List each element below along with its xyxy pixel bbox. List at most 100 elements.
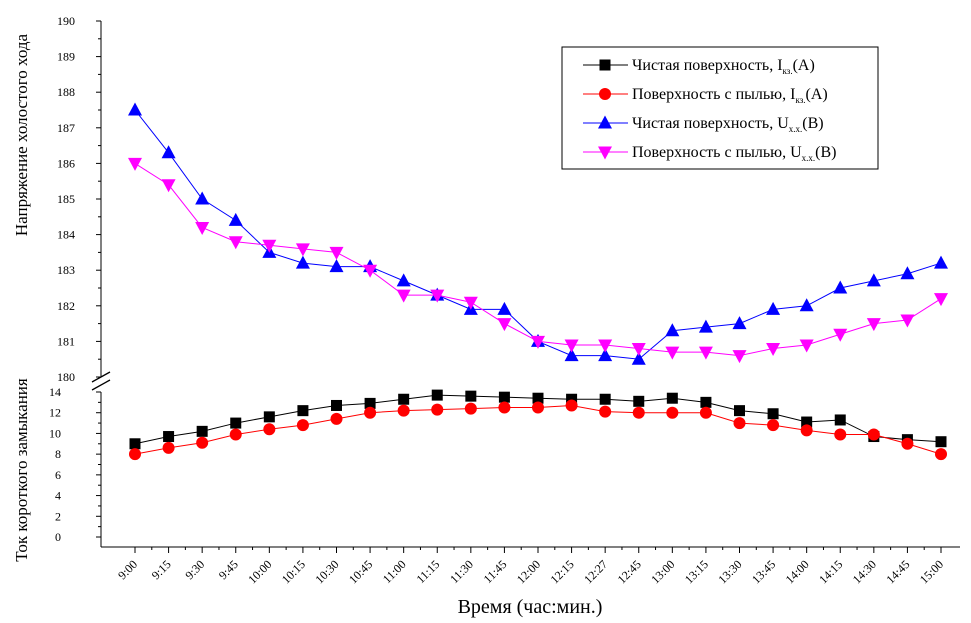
y-axis-title-lower: Ток короткого замыкания bbox=[12, 378, 31, 562]
data-point bbox=[129, 438, 141, 450]
y-tick-label-lower: 8 bbox=[55, 447, 61, 461]
x-tick-label: 9:30 bbox=[182, 557, 207, 582]
data-point bbox=[498, 401, 511, 414]
data-point bbox=[128, 102, 142, 116]
data-point bbox=[766, 343, 781, 357]
y-tick-label-upper: 181 bbox=[57, 334, 75, 348]
x-tick-label: 9:00 bbox=[115, 557, 140, 582]
data-point bbox=[833, 280, 848, 294]
y-tick-label-upper: 188 bbox=[57, 85, 75, 99]
data-point bbox=[564, 339, 579, 353]
data-point bbox=[195, 221, 210, 235]
legend-label-subscript: х.х. bbox=[802, 153, 816, 163]
data-point bbox=[162, 441, 175, 454]
legend-marker bbox=[599, 59, 611, 71]
data-point bbox=[866, 273, 881, 287]
data-point bbox=[901, 437, 914, 450]
chart-series-layer bbox=[128, 102, 948, 461]
series-1 bbox=[129, 399, 947, 461]
x-tick-label: 14:15 bbox=[816, 557, 845, 586]
x-tick-label: 10:15 bbox=[279, 557, 308, 586]
data-point bbox=[800, 424, 813, 437]
data-point bbox=[665, 323, 680, 337]
data-point bbox=[599, 405, 612, 418]
x-tick-label: 13:15 bbox=[682, 557, 711, 586]
x-tick-label: 11:30 bbox=[447, 557, 476, 586]
data-point bbox=[329, 259, 344, 273]
y-tick-label-lower: 2 bbox=[55, 509, 61, 523]
y-tick-label-upper: 189 bbox=[57, 50, 75, 64]
data-point bbox=[296, 419, 309, 432]
y-tick-label-upper: 187 bbox=[57, 121, 75, 135]
data-point bbox=[196, 436, 209, 449]
x-tick-label: 15:00 bbox=[917, 557, 946, 586]
x-tick-label: 10:00 bbox=[245, 557, 274, 586]
data-point bbox=[834, 414, 846, 426]
data-point bbox=[196, 425, 208, 437]
x-tick-label: 10:30 bbox=[312, 557, 341, 586]
data-point bbox=[295, 255, 310, 269]
data-point bbox=[732, 350, 747, 364]
legend-label-main: Чистая поверхность, I bbox=[632, 57, 783, 74]
legend-label-unit: (A) bbox=[793, 57, 815, 74]
data-point bbox=[230, 417, 242, 429]
data-point bbox=[935, 436, 947, 448]
data-point bbox=[465, 390, 477, 402]
data-point bbox=[363, 264, 378, 278]
x-tick-label: 11:15 bbox=[413, 557, 442, 586]
x-tick-label: 13:45 bbox=[749, 557, 778, 586]
data-point bbox=[599, 393, 611, 405]
x-tick-label: 12:15 bbox=[547, 557, 576, 586]
legend-item: Поверхность с пылью, Iкз.(A) bbox=[583, 86, 828, 105]
y-tick-label-lower: 6 bbox=[55, 468, 61, 482]
legend-item: Поверхность с пылью, Uх.х.(B) bbox=[583, 144, 837, 163]
y-tick-label-upper: 182 bbox=[57, 299, 75, 313]
data-point bbox=[262, 239, 277, 253]
x-tick-label: 14:30 bbox=[850, 557, 879, 586]
x-tick-label: 13:30 bbox=[715, 557, 744, 586]
legend-box bbox=[561, 46, 879, 170]
y-tick-label-upper: 185 bbox=[57, 192, 75, 206]
legend-marker bbox=[598, 115, 612, 129]
data-point bbox=[464, 402, 477, 415]
data-point bbox=[566, 393, 578, 405]
data-point bbox=[330, 412, 343, 425]
data-point bbox=[666, 406, 679, 419]
data-point bbox=[700, 396, 712, 408]
data-point bbox=[698, 346, 713, 360]
data-point bbox=[195, 191, 210, 205]
data-point bbox=[129, 448, 141, 461]
axis-break-mark-2 bbox=[91, 379, 111, 391]
data-point bbox=[633, 395, 645, 407]
data-point bbox=[699, 406, 712, 419]
data-point bbox=[497, 301, 512, 315]
data-point bbox=[331, 399, 342, 411]
data-point bbox=[161, 179, 176, 193]
data-point bbox=[598, 339, 613, 353]
legend-label-unit: (B) bbox=[815, 144, 836, 161]
y-tick-label-upper: 184 bbox=[57, 228, 75, 242]
data-point bbox=[934, 293, 948, 307]
data-point bbox=[767, 419, 780, 432]
data-point bbox=[801, 416, 813, 428]
data-point bbox=[163, 431, 175, 443]
legend-label: Поверхность с пылью, Uх.х.(B) bbox=[632, 144, 837, 163]
x-tick-label: 9:15 bbox=[149, 557, 174, 582]
legend-label: Чистая поверхность, Uх.х.(B) bbox=[632, 115, 824, 134]
x-tick-label: 12:00 bbox=[514, 557, 543, 586]
data-point bbox=[397, 404, 410, 417]
data-point bbox=[229, 428, 242, 441]
data-point bbox=[598, 348, 613, 362]
legend-label-main: Чистая поверхность, U bbox=[632, 115, 789, 132]
data-point bbox=[631, 343, 646, 357]
data-point bbox=[900, 266, 915, 280]
data-point bbox=[565, 399, 578, 412]
legend-label: Поверхность с пылью, Iкз.(A) bbox=[632, 86, 828, 105]
data-point bbox=[631, 351, 646, 365]
data-point bbox=[733, 417, 746, 430]
y-tick-label-lower: 4 bbox=[55, 489, 61, 503]
data-point bbox=[666, 392, 678, 404]
data-point bbox=[531, 335, 545, 349]
data-point bbox=[498, 391, 510, 403]
y-tick-label-lower: 10 bbox=[49, 426, 61, 440]
